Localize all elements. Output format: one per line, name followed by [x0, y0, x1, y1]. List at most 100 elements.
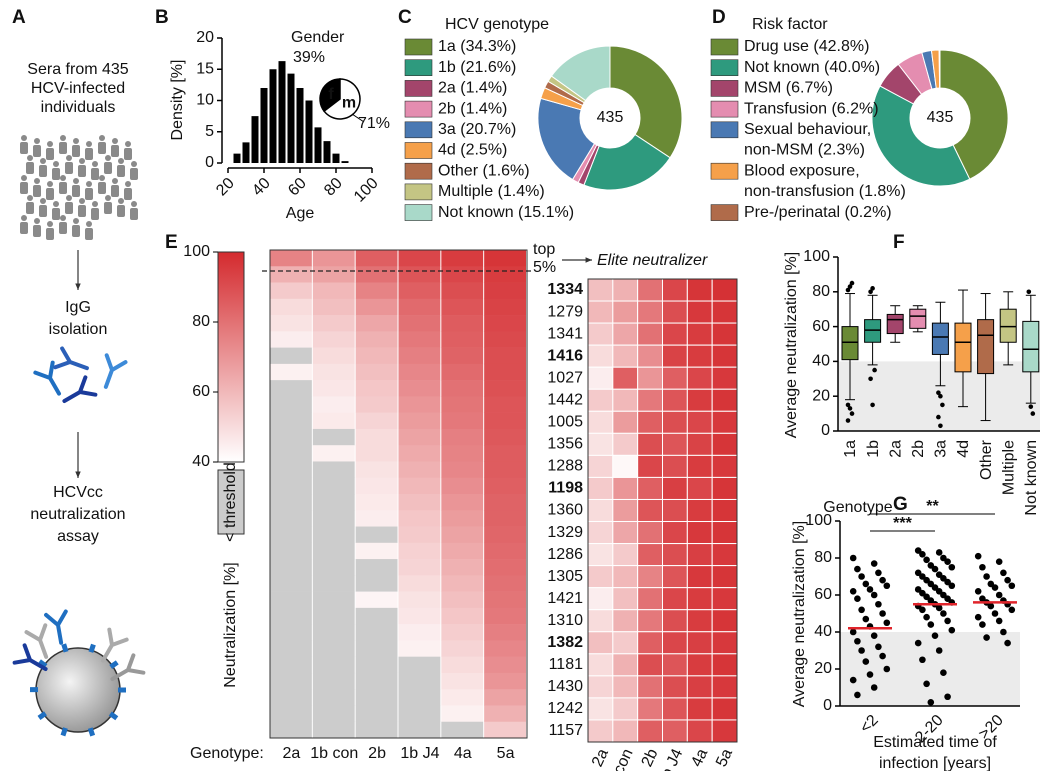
- value-label: 39%: [293, 49, 325, 66]
- heatmap-cell: [398, 461, 441, 479]
- outlier: [936, 414, 941, 420]
- person-head: [40, 158, 46, 164]
- pie-slice: [323, 78, 361, 120]
- x-axis-title: Estimated time of: [873, 734, 997, 751]
- legend-swatch: [404, 38, 433, 56]
- row-label: 1286: [547, 546, 583, 563]
- heatmap-cell: [398, 494, 441, 511]
- dot: [875, 569, 882, 577]
- x-tick-label: 60: [285, 175, 310, 200]
- person-head: [125, 141, 131, 147]
- outlier: [849, 280, 855, 286]
- heatmap-cell: [612, 278, 639, 302]
- y-tick-label: 60: [814, 586, 832, 603]
- heatmap-cell: [355, 428, 398, 446]
- dot: [948, 563, 956, 571]
- heatmap-cell: [441, 559, 484, 576]
- row-label: 1329: [547, 524, 583, 541]
- heatmap-cell: [587, 432, 614, 456]
- bar: [332, 153, 340, 163]
- colorbar-tick-label: 60: [192, 383, 210, 400]
- dot: [854, 691, 861, 699]
- bar: [314, 127, 322, 163]
- y-tick-label: 0: [823, 697, 832, 714]
- person-body: [20, 182, 28, 194]
- heatmap-cell: [662, 344, 688, 368]
- person-head: [40, 198, 46, 204]
- x-tick-label: 2b: [910, 440, 927, 458]
- bar: [296, 88, 304, 163]
- person-body: [46, 228, 54, 240]
- person-body: [26, 162, 34, 174]
- person-head: [99, 175, 105, 181]
- heatmap-cell: [312, 510, 355, 527]
- heatmap-cell: [587, 521, 614, 545]
- heatmap-cell: [612, 388, 639, 412]
- heatmap-cell: [355, 331, 398, 348]
- inset-title: Elite neutralizer: [597, 252, 708, 269]
- arrow-head: [75, 283, 81, 290]
- heatmap-cell: [441, 607, 484, 625]
- heatmap-cell: [355, 494, 398, 511]
- outlier: [938, 393, 943, 399]
- heatmap-cell: [662, 565, 688, 589]
- heatmap-cell: [312, 363, 355, 381]
- heatmap-cell: [587, 587, 614, 611]
- heatmap-cell: [484, 298, 526, 316]
- y-tick-label: 100: [805, 512, 832, 529]
- antibody: [101, 627, 129, 663]
- person-head: [131, 161, 137, 167]
- antibody: [53, 346, 89, 371]
- heatmap-cell: [711, 278, 738, 302]
- heatmap-cell: [355, 607, 398, 625]
- person-head: [105, 195, 111, 201]
- heatmap-cell: [686, 322, 713, 346]
- heatmap-cell: [662, 476, 688, 500]
- outlier: [940, 402, 945, 408]
- dot: [849, 628, 857, 636]
- heatmap-cell: [612, 565, 639, 589]
- heatmap-cell: [587, 410, 614, 434]
- bar: [305, 100, 313, 163]
- person-head: [47, 221, 53, 227]
- heatmap-cell: [270, 526, 312, 544]
- heatmap-cell: [484, 672, 526, 690]
- bar: [269, 69, 277, 163]
- heatmap-cell: [441, 445, 484, 462]
- person-body: [91, 208, 99, 220]
- column-label: 5a: [713, 746, 736, 769]
- heatmap-cell: [662, 300, 688, 324]
- heatmap-cell: [637, 410, 664, 434]
- heatmap-cell: [398, 315, 441, 332]
- heatmap-cell: [270, 347, 312, 365]
- heatmap-cell: [398, 266, 441, 283]
- heatmap-cell: [711, 454, 738, 478]
- bar: [341, 161, 349, 163]
- heatmap-cell: [312, 607, 355, 625]
- column-label: 4a: [454, 745, 472, 762]
- heatmap-cell: [441, 282, 484, 300]
- heatmap-cell: [270, 689, 312, 706]
- envelope-protein: [88, 643, 96, 653]
- significance-label: **: [926, 498, 939, 515]
- heatmap-cell: [270, 461, 312, 479]
- threshold-shade: [840, 632, 1020, 706]
- outlier: [868, 289, 873, 295]
- heatmap-cell: [270, 315, 312, 332]
- heatmap-cell: [612, 366, 639, 390]
- row-label: 1310: [547, 612, 583, 629]
- person-body: [85, 148, 93, 160]
- antibody-arm: [53, 346, 89, 371]
- heatmap-cell: [612, 476, 639, 500]
- y-axis-title: Average neutralization [%]: [783, 252, 800, 438]
- heatmap-cell: [484, 640, 526, 657]
- person-body: [130, 208, 138, 220]
- heatmap-cell: [711, 587, 738, 611]
- heatmap-cell: [484, 445, 526, 462]
- antibody-arm: [44, 609, 68, 645]
- legend-swatch: [404, 59, 433, 77]
- heatmap-cell: [686, 388, 713, 412]
- heatmap-cell: [662, 278, 688, 302]
- dot: [979, 621, 986, 628]
- legend-label: Other (1.6%): [438, 162, 530, 179]
